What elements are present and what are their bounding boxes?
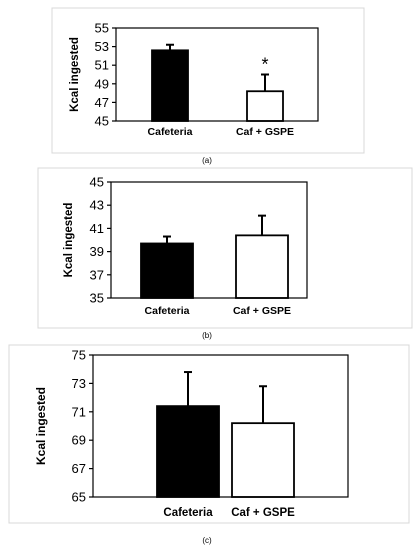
y-tick-label: 75 [72, 348, 86, 363]
y-tick-label: 67 [72, 461, 86, 476]
panel-frame [37, 167, 413, 329]
category-label: Caf + GSPE [236, 126, 294, 138]
category-label: Cafeteria [163, 507, 213, 519]
y-tick-label: 51 [95, 58, 109, 73]
category-label: Cafeteria [145, 305, 190, 317]
category-label: Caf + GSPE [233, 305, 291, 317]
y-tick-label: 39 [90, 244, 104, 259]
category-label: Cafeteria [148, 126, 193, 138]
plot-area [92, 354, 349, 498]
panel-frame [51, 7, 365, 154]
panel-caption: (c) [202, 536, 212, 545]
y-tick-label: 71 [72, 404, 86, 419]
panel-caption: (b) [202, 331, 212, 340]
bar [156, 405, 220, 498]
y-tick-label: 43 [90, 198, 104, 213]
y-tick-label: 45 [95, 114, 109, 129]
category-label: Caf + GSPE [231, 507, 295, 519]
bar [151, 49, 189, 122]
panel-c: 65 67 69 71 73 75 Cafeteria Caf + GSPE Kcal inge… [8, 344, 410, 545]
y-axis-label: Kcal ingested [69, 37, 81, 112]
bar [231, 422, 295, 498]
bar [246, 90, 284, 122]
panel-a: 45 47 49 51 53 55 Cafeteria * Caf + GSPE Kcal ing… [51, 7, 365, 165]
y-tick-label: 69 [72, 433, 86, 448]
y-tick-label: 35 [90, 291, 104, 306]
y-tick-label: 53 [95, 39, 109, 54]
y-tick-label: 41 [90, 221, 104, 236]
plot-area [110, 181, 308, 299]
panel-b: 35 37 39 41 43 45 Cafeteria Caf + GSPE Kcal inge… [37, 167, 413, 340]
y-axis-label: Kcal ingested [34, 387, 48, 465]
y-tick-label: 65 [72, 490, 86, 505]
y-tick-label: 37 [90, 267, 104, 282]
bar [140, 242, 194, 299]
y-tick-label: 45 [90, 175, 104, 190]
y-axis-label: Kcal ingested [63, 203, 75, 278]
y-tick-label: 73 [72, 376, 86, 391]
panel-caption: (a) [202, 156, 212, 165]
y-tick-label: 55 [95, 21, 109, 36]
y-tick-label: 49 [95, 76, 109, 91]
bar [235, 234, 289, 299]
plot-area [115, 27, 319, 122]
significance-marker: * [261, 55, 268, 75]
y-tick-label: 47 [95, 95, 109, 110]
